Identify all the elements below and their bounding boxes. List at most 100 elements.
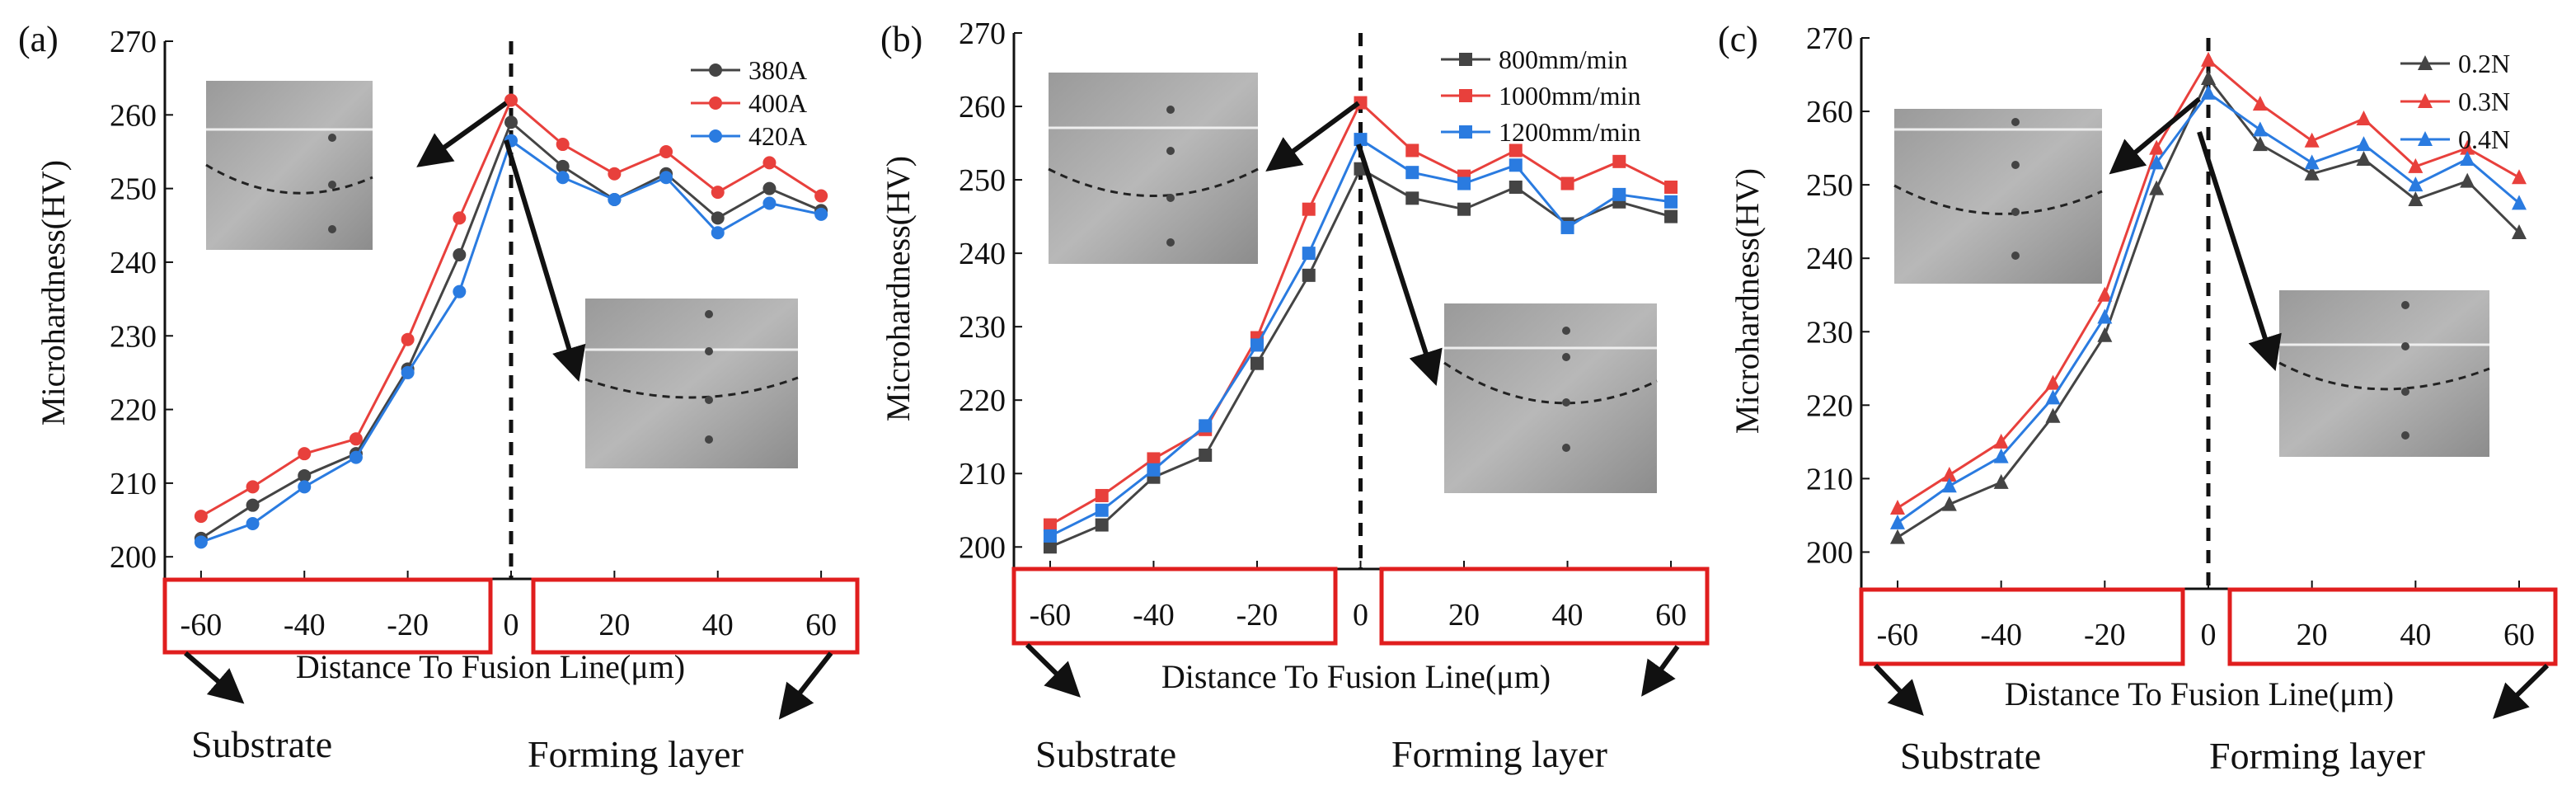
panel-c-series-0-point [2408,190,2424,206]
panel-c-series-2-point [2304,154,2320,170]
panel-b-series-2-point [1043,529,1057,543]
panel-a-y-tick-label: 230 [110,319,157,354]
panel-b-series-1-point [1405,143,1419,158]
panel-c-legend-2-label: 0.4N [2458,125,2510,154]
panel-a-x-tick-label: -20 [387,608,429,642]
panel-b-series-0-point [1405,191,1419,205]
panel-c-x-tick-label: -20 [2084,618,2126,652]
panel-a-series-1-point [814,189,828,203]
panel-b-y-tick-label: 260 [959,90,1006,125]
panel-a-series-2-point [762,196,777,210]
panel-b-legend-0-label: 800mm/min [1499,45,1627,74]
panel-a-y-tick-label: 200 [110,540,157,575]
panel-a-arrow-to-forming [504,139,586,383]
panel-c-x-tick-label: -40 [1980,618,2022,652]
panel-c-series-2-point [1993,448,2009,463]
panel-c-series-1-point [1993,433,2009,449]
panel-b-arrow-forming [1641,645,1680,697]
panel-b-y-tick-label: 240 [959,237,1006,271]
panel-c-legend-1-label: 0.3N [2458,87,2510,116]
panel-c-series-2-point [2045,389,2061,405]
panel-c-legend-2-marker [2418,131,2433,146]
panel-b-legend-2-label: 1200mm/min [1499,117,1640,147]
panel-b-series-0-point [1302,268,1316,282]
panel-c-series-1-point [1889,500,1905,515]
panel-b-substrate-box [1011,567,1338,646]
panel-a-series-1-point [246,480,260,494]
panel-a-y-tick-label: 270 [110,25,157,59]
panel-a-x-tick-label: -60 [181,608,223,642]
panel-c-arrow-to-substrate [2109,96,2201,175]
panel-c-x-tick-label: 40 [2400,618,2431,652]
panel-c-series-1-point [2201,51,2216,67]
panel-b-series-2-point [1664,195,1678,209]
panel-c-series-1-point [2149,139,2165,155]
panel-b-micrograph-forming [1443,303,1658,493]
panel-b-series-2-point [1250,338,1264,352]
panel-b: 200 210 220 230 240 250 260 270 -60 -40 -20 0 20 40 60… [880,16,1710,775]
panel-c-arrow-forming [2493,663,2550,719]
panel-a-ylabel: Microhardness(HV) [35,160,72,426]
panel-b-series-1-point [1560,176,1574,190]
panel-b-series-2-point [1199,419,1213,433]
panel-c-arrow-substrate [1873,663,1924,717]
panel-c-series-2-point [2408,176,2424,192]
panel-b-y-tick-label: 220 [959,383,1006,418]
panel-c-substrate-box [1859,587,2185,666]
panel-b-label: (b) [880,19,922,59]
panel-c-series-0-point [2149,180,2165,195]
panel-b-legend-0-marker [1459,53,1472,66]
panel-c-series-1-point [2097,286,2113,302]
panel-c-series-1-point [2252,96,2268,111]
panel-b-y-tick-label: 210 [959,457,1006,491]
panel-c-series-2-point [2512,195,2527,210]
panel-c-series-1-point [2304,132,2320,148]
panel-c-series-1-point [1941,466,1957,482]
panel-b-series-2-point [1509,158,1523,172]
panel-b-series-2-point [1405,166,1419,180]
panel-a-series-2-point [453,284,467,299]
panel-c-series-2-point [1941,477,1957,493]
panel-b-series-0-point [1457,202,1471,216]
panel-c-y-tick-label: 270 [1806,21,1853,56]
panel-c-legend-0-marker [2418,55,2433,70]
panel-b-y-tick-label: 200 [959,530,1006,565]
panel-a-legend-0-label: 380A [748,55,807,85]
panel-a-series-1-point [298,447,312,461]
panel-b-arrow-to-substrate [1265,101,1360,172]
panel-b-x-tick-label: 40 [1552,598,1584,632]
panel-b-series-2-point [1560,220,1574,234]
panel-c-arrow-to-forming [2197,131,2282,372]
panel-b-xlabel: Distance To Fusion Line(μm) [1161,658,1551,695]
panel-b-series-1-point [1302,202,1316,216]
panel-b-ylabel: Microhardness(HV) [880,156,917,421]
panel-c-series-2-point [1889,514,1905,529]
panel-a-series-1-point [401,332,415,346]
panel-c-series-0-point [2097,327,2113,342]
panel-c-series-0-point [1889,529,1905,544]
panel-a-legend-2-marker [709,129,722,143]
panel-c-series-0-point [2512,224,2527,240]
panel-a-legend-1-marker [709,96,722,110]
panel-b-x-tick-label: -60 [1030,598,1072,632]
panel-c-x-tick-label: -60 [1877,618,1919,652]
panel-c-series-1-point [2356,110,2372,125]
panel-a-series-1-point [194,510,208,524]
panel-c-series-0-point [1941,496,1957,511]
panel-c-series-0-point [2356,150,2372,166]
panel-c-series-0-point [2201,69,2216,85]
panel-a-series-0-point [556,159,570,173]
panel-a-substrate-box [162,577,493,655]
panel-b-series-0-point [1095,518,1109,532]
panel-c-series-2-point [2097,308,2113,324]
panel-b-x-tick-label: -20 [1236,598,1279,632]
panel-a-series-2-point [659,171,673,185]
panel-b-series-1-point [1147,452,1161,466]
panel-a-x-tick-label: 0 [504,608,519,642]
panel-a-series-2-point [556,171,570,185]
panel-a-series-0-point [762,181,777,195]
panel-a-substrate-caption: Substrate [191,723,332,765]
panel-a-series-1-point [453,211,467,225]
panel-b-series-0-point [1509,180,1523,194]
panel-b-micrograph-substrate [1048,73,1259,264]
